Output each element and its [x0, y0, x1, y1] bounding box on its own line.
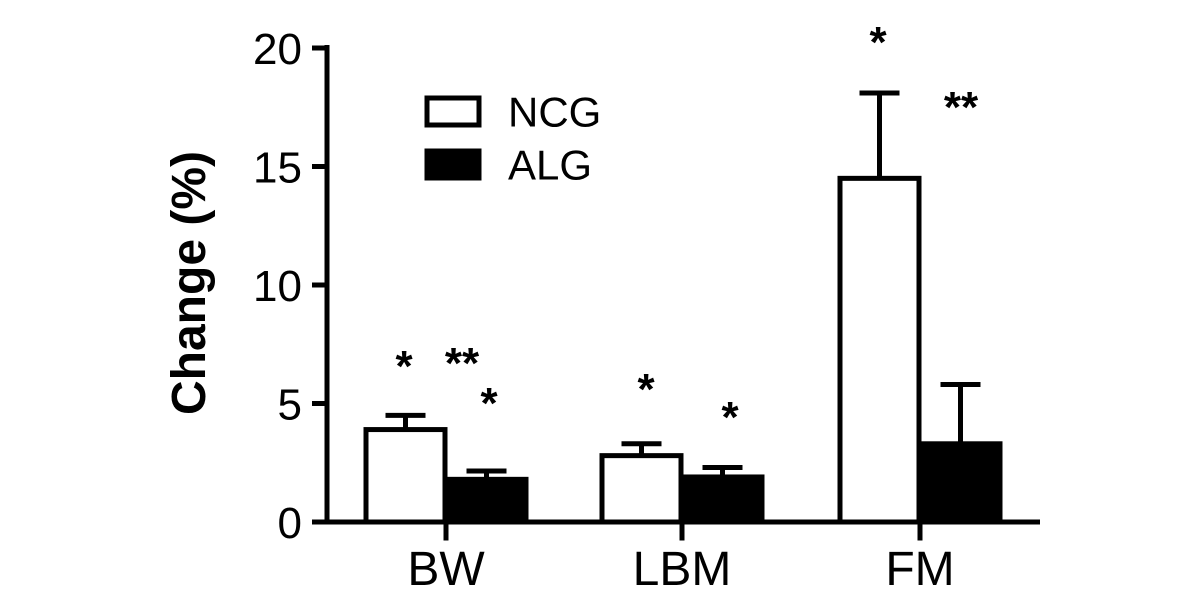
annotation-asterisk-5: * — [869, 18, 887, 67]
annotation-asterisk-1: ** — [445, 339, 480, 388]
y-tick-label-5: 5 — [278, 381, 302, 430]
y-tick-label-15: 15 — [253, 144, 302, 193]
bar-BW-NCG — [363, 427, 448, 525]
annotation-asterisk-4: * — [721, 393, 739, 442]
y-tick-label-10: 10 — [253, 262, 302, 311]
legend-swatch-NCG — [424, 95, 482, 128]
x-axis-label-LBM: LBM — [633, 543, 732, 596]
legend-label-ALG: ALG — [508, 142, 592, 189]
y-tick-label-0: 0 — [278, 499, 302, 548]
annotation-asterisk-2: * — [480, 379, 498, 428]
bar-FM-ALG — [918, 441, 1003, 525]
legend-swatch-ALG — [424, 148, 482, 181]
annotation-asterisk-6: ** — [944, 83, 979, 132]
annotation-asterisk-0: * — [395, 342, 413, 391]
y-axis-title: Change (%) — [163, 151, 216, 415]
bar-FM-NCG — [837, 175, 922, 525]
bar-LBM-NCG — [599, 453, 684, 525]
x-axis-label-BW: BW — [407, 543, 485, 596]
y-tick-label-20: 20 — [253, 25, 302, 74]
annotation-asterisk-3: * — [637, 365, 655, 414]
x-axis-label-FM: FM — [885, 543, 954, 596]
bar-BW-ALG — [444, 476, 529, 525]
bar-LBM-ALG — [680, 474, 765, 525]
legend-label-NCG: NCG — [508, 89, 601, 136]
